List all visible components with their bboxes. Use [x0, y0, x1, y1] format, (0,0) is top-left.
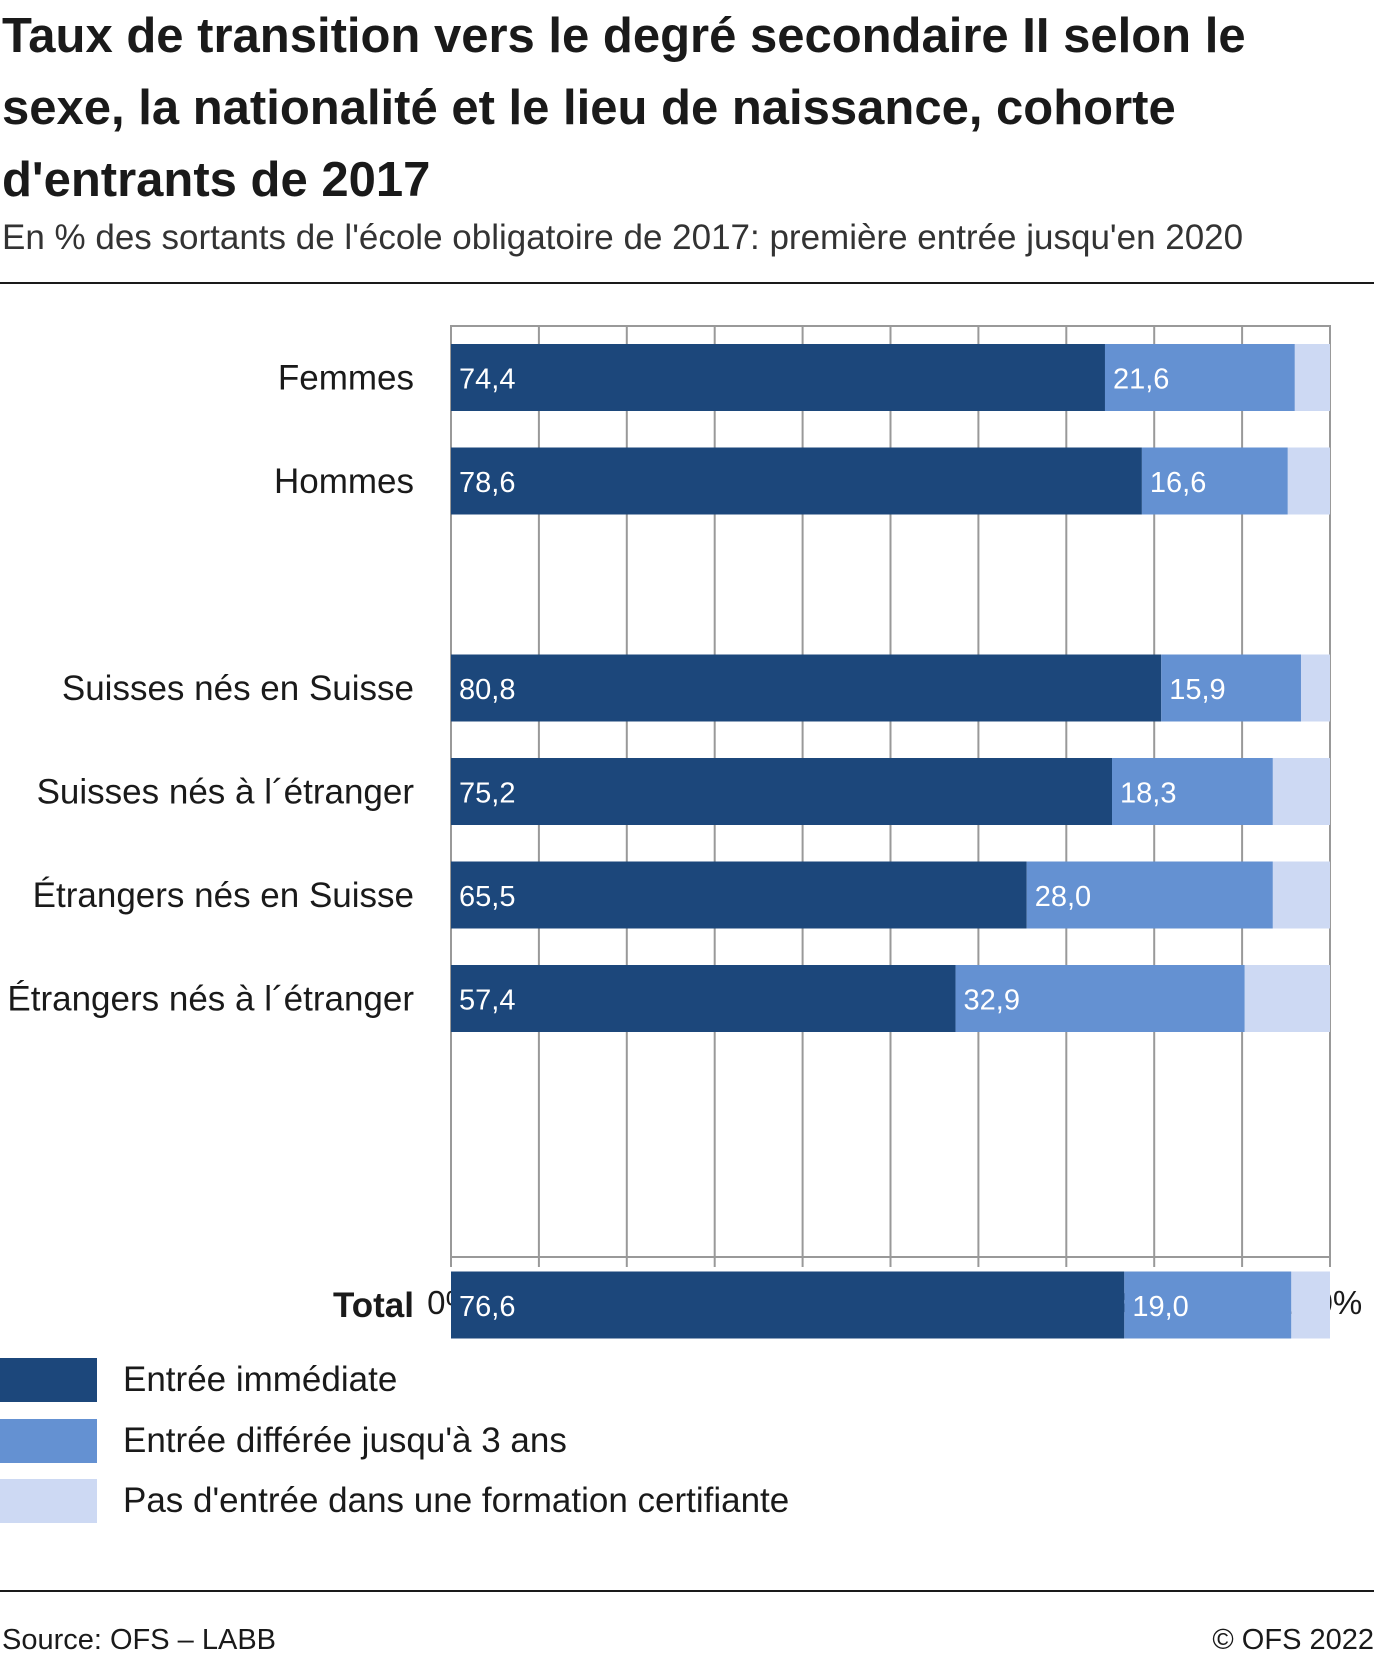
data-label: 76,6 — [459, 1291, 515, 1323]
category-label: Suisses nés en Suisse — [62, 669, 414, 708]
data-label: 18,3 — [1120, 778, 1176, 810]
legend-swatch-none — [0, 1479, 97, 1523]
legend-swatch-immediate — [0, 1358, 97, 1402]
data-label: 74,4 — [459, 364, 515, 396]
bar-segment — [1294, 344, 1330, 411]
bar-segment — [1124, 1271, 1292, 1339]
bar-segment — [451, 654, 1162, 722]
category-label: Étrangers nés en Suisse — [33, 876, 414, 915]
bar-segment — [1287, 447, 1330, 515]
legend-label-deferred: Entrée différée jusqu'à 3 ans — [123, 1421, 567, 1460]
bar-segment — [451, 344, 1105, 411]
bar-segment — [451, 861, 1027, 929]
bar-segment — [1291, 1271, 1330, 1339]
bar-segment — [1112, 758, 1273, 825]
bar-segment — [1244, 965, 1330, 1032]
stacked-bar-chart: 0%20%40%60%80%100%Femmes74,421,6Hommes78… — [7, 325, 1362, 1339]
legend-label-immediate: Entrée immédiate — [123, 1360, 398, 1399]
data-label: 78,6 — [459, 467, 515, 499]
chart-subtitle: En % des sortants de l'école obligatoire… — [2, 218, 1244, 257]
bar-segment — [1272, 861, 1330, 929]
bar-segment — [451, 965, 956, 1032]
category-label: Suisses nés à l´étranger — [37, 773, 415, 812]
data-label: 16,6 — [1150, 467, 1206, 499]
data-label: 75,2 — [459, 778, 515, 810]
legend-item-deferred: Entrée différée jusqu'à 3 ans — [0, 1419, 900, 1463]
bar-segment — [1026, 861, 1273, 929]
bar-segment — [955, 965, 1245, 1032]
copyright-note: © OFS 2022 — [1212, 1624, 1374, 1656]
data-label: 80,8 — [459, 674, 515, 706]
bar-segment — [1161, 654, 1301, 722]
legend-swatch-deferred — [0, 1419, 97, 1463]
bar-segment — [451, 447, 1142, 515]
legend-item-immediate: Entrée immédiate — [0, 1358, 900, 1402]
data-label: 65,5 — [459, 881, 515, 913]
bar-segment — [451, 758, 1113, 825]
bottom-divider — [0, 1590, 1374, 1592]
source-note: Source: OFS – LABB — [2, 1624, 277, 1656]
top-divider — [0, 282, 1374, 284]
data-label: 28,0 — [1035, 881, 1091, 913]
category-label: Hommes — [274, 462, 414, 501]
legend-label-none: Pas d'entrée dans une formation certifia… — [123, 1481, 790, 1520]
category-label: Total — [333, 1286, 414, 1325]
data-label: 57,4 — [459, 985, 515, 1017]
data-label: 15,9 — [1169, 674, 1225, 706]
bar-segment — [1141, 447, 1288, 515]
chart-title: Taux de transition vers le degré seconda… — [2, 9, 1246, 207]
category-label: Femmes — [278, 359, 414, 398]
bar-segment — [1272, 758, 1330, 825]
legend-item-none: Pas d'entrée dans une formation certifia… — [0, 1479, 900, 1523]
category-label: Étrangers nés à l´étranger — [7, 980, 414, 1019]
data-label: 19,0 — [1132, 1291, 1188, 1323]
bar-segment — [1300, 654, 1330, 722]
bar-segment — [1104, 344, 1295, 411]
data-label: 21,6 — [1113, 364, 1169, 396]
bar-segment — [451, 1271, 1125, 1339]
data-label: 32,9 — [964, 985, 1020, 1017]
